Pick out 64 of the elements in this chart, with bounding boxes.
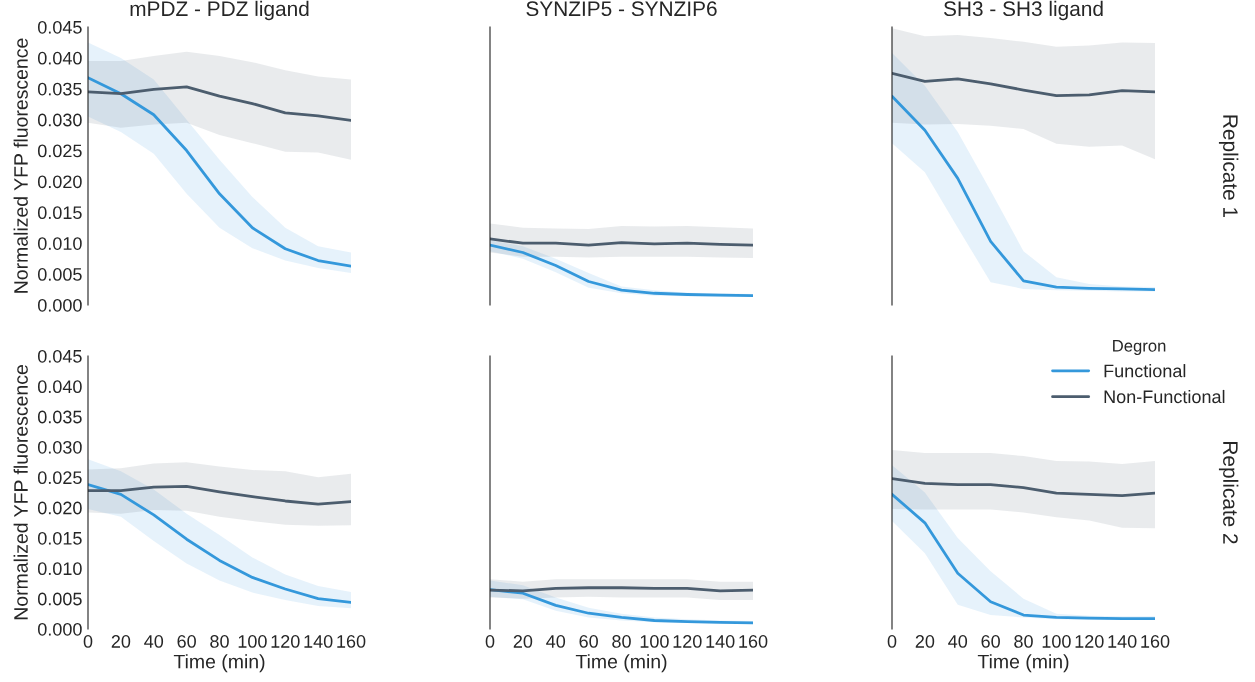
- x-tick-label: 0: [83, 635, 93, 648]
- x-tick-label: 100: [238, 635, 267, 648]
- x-tick-label: 80: [210, 635, 229, 648]
- y-tick-label: 0.015: [37, 206, 82, 220]
- x-tick-label: 120: [1075, 635, 1104, 648]
- x-tick-label: 40: [144, 635, 164, 648]
- x-tick-label: 160: [739, 635, 768, 648]
- y-tick-label: 0.030: [37, 440, 82, 454]
- text: Replicate 2: [1218, 442, 1239, 544]
- x-tick-label: 0: [887, 635, 897, 648]
- legend-title: Degron: [1113, 340, 1166, 356]
- x-tick-label: 160: [1141, 635, 1170, 648]
- x-tick-label: 0: [485, 635, 495, 648]
- x-axis-title: Time (min): [173, 654, 265, 673]
- chart-title: mPDZ - PDZ ligand: [130, 0, 309, 21]
- line-series: [88, 85, 351, 122]
- x-tick-label: 120: [673, 635, 702, 648]
- legend-label: Non-Functional: [1104, 389, 1225, 404]
- x-tick-label: 20: [915, 635, 935, 648]
- y-tick-label: 0.020: [37, 175, 82, 189]
- y-tick-label: 0.005: [37, 268, 82, 281]
- y-tick-label: 0.035: [37, 82, 82, 96]
- y-tick-label: 0.040: [37, 51, 82, 65]
- y-tick-label: 0.020: [37, 501, 82, 515]
- x-tick-label: 140: [1108, 635, 1137, 648]
- y-tick-label: 0.015: [37, 531, 82, 545]
- x-tick-label: 120: [271, 635, 300, 648]
- x-axis-title: Time (min): [575, 654, 667, 673]
- text: Replicate 1: [1218, 115, 1239, 218]
- x-tick-label: 60: [981, 635, 1000, 648]
- y-axis-title: Normalized YFP fluorescence: [13, 38, 28, 293]
- y-tick-label: 0.010: [37, 562, 82, 576]
- x-tick-label: 20: [513, 635, 533, 648]
- y-tick-label: 0.045: [37, 20, 82, 34]
- x-tick-label: 100: [1042, 635, 1071, 648]
- x-tick-label: 160: [337, 635, 366, 648]
- line-series: [88, 483, 351, 604]
- legend-label: Functional: [1104, 364, 1186, 378]
- chart-title: SYNZIP5 - SYNZIP6: [526, 1, 717, 17]
- y-tick-label: 0.035: [37, 410, 82, 424]
- y-tick-label: 0.000: [37, 622, 82, 636]
- x-tick-label: 60: [579, 635, 598, 648]
- x-tick-label: 140: [304, 635, 333, 648]
- x-tick-label: 140: [706, 635, 735, 648]
- line-series: [88, 76, 351, 268]
- x-tick-label: 80: [1014, 635, 1033, 648]
- y-tick-label: 0.045: [37, 349, 82, 363]
- y-tick-label: 0.030: [37, 113, 82, 127]
- x-tick-label: 40: [948, 635, 968, 648]
- x-axis-title: Time (min): [977, 654, 1069, 673]
- x-tick-label: 100: [640, 635, 669, 648]
- x-tick-label: 40: [546, 635, 566, 648]
- y-tick-label: 0.025: [37, 144, 82, 158]
- x-tick-label: 80: [612, 635, 631, 648]
- y-axis-title: Normalized YFP fluorescence: [13, 365, 28, 620]
- y-tick-label: 0.010: [37, 237, 82, 250]
- y-tick-label: 0.040: [37, 380, 82, 394]
- y-tick-label: 0.005: [37, 592, 82, 606]
- line-series: [88, 485, 351, 506]
- y-tick-label: 0.025: [37, 471, 82, 485]
- x-tick-label: 60: [177, 635, 196, 648]
- y-tick-label: 0.000: [37, 298, 82, 312]
- x-tick-label: 20: [111, 635, 131, 648]
- chart-title: SH3 - SH3 ligand: [943, 0, 1103, 21]
